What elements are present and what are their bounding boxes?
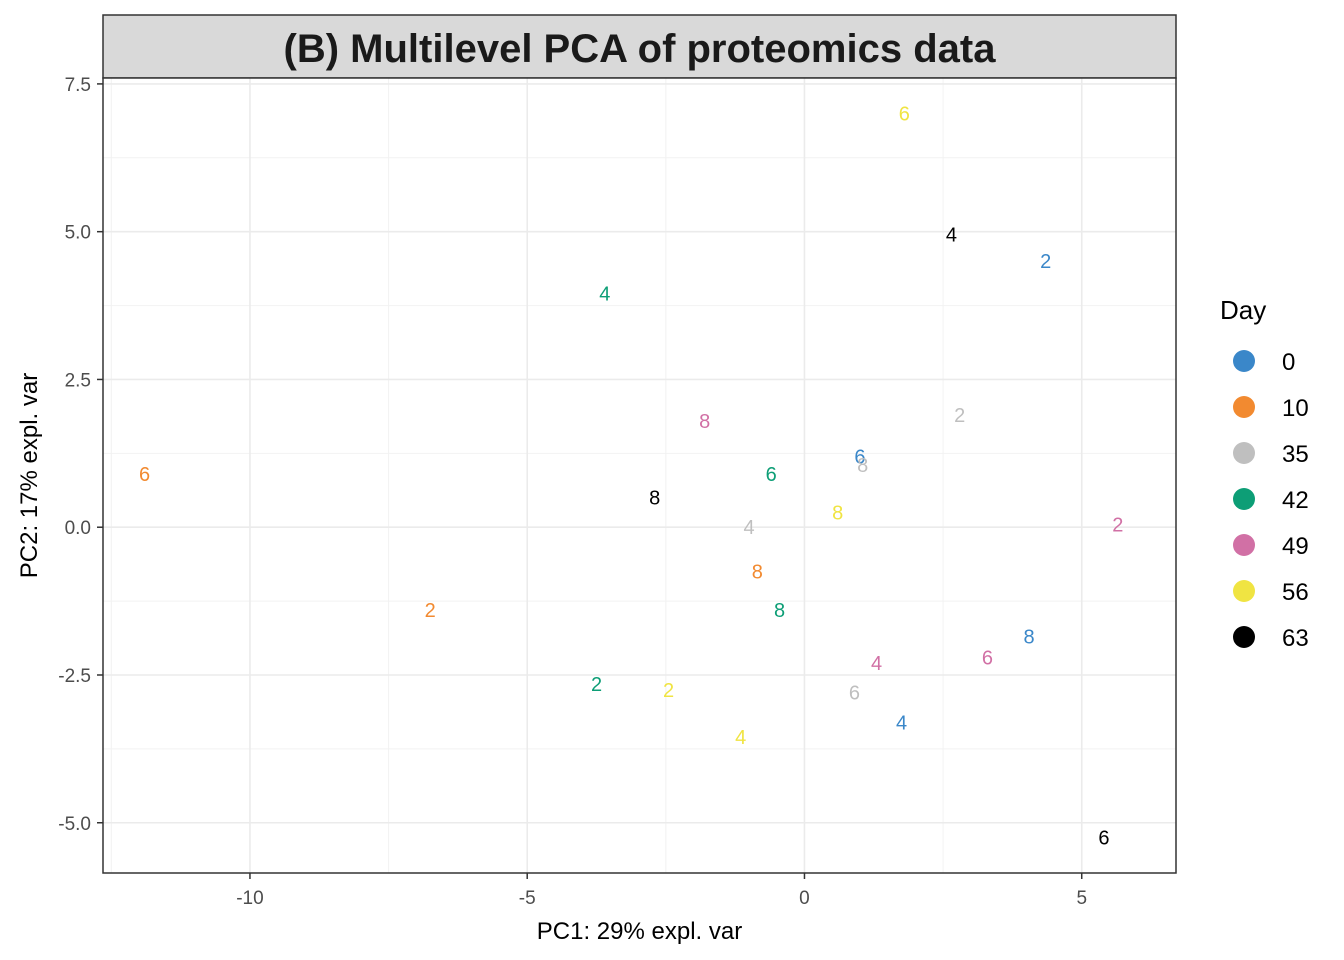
legend-key-dot <box>1233 442 1255 464</box>
data-point-label: 2 <box>663 680 674 702</box>
data-point-label: 6 <box>854 446 865 468</box>
data-point-label: 2 <box>425 600 436 622</box>
data-point-label: 4 <box>946 225 957 247</box>
plot-panel-background <box>103 78 1176 873</box>
data-point-label: 6 <box>899 103 910 125</box>
x-axis: -10 -5 0 5 <box>236 873 1087 909</box>
legend-item-label: 0 <box>1282 349 1295 376</box>
data-point-label: 8 <box>1023 627 1034 649</box>
plot-panel-border <box>102 77 1177 874</box>
data-point-label: 6 <box>849 683 860 705</box>
legend-key-dot <box>1233 626 1255 648</box>
legend-key-dot <box>1233 534 1255 556</box>
data-point-label: 8 <box>857 455 868 477</box>
data-point-label: 8 <box>699 411 710 433</box>
data-point-label: 4 <box>735 727 746 749</box>
minor-gridlines <box>103 78 1176 873</box>
data-point-label: 2 <box>1040 251 1051 273</box>
data-point-label: 4 <box>871 653 882 675</box>
legend: Day 0 10 35 42 49 56 63 <box>1220 295 1309 652</box>
data-point-label: 6 <box>139 464 150 486</box>
data-point-label: 4 <box>896 712 907 734</box>
legend-items: 0 10 35 42 49 56 63 <box>1233 349 1309 652</box>
title-strip: (B) Multilevel PCA of proteomics data <box>102 14 1177 79</box>
legend-key-dot <box>1233 488 1255 510</box>
legend-item-label: 49 <box>1282 533 1309 560</box>
legend-key-dot <box>1233 396 1255 418</box>
y-tick-label: -2.5 <box>58 666 91 687</box>
y-axis-title: PC2: 17% expl. var <box>16 373 43 578</box>
x-tick-label: -10 <box>236 888 263 909</box>
y-tick-label: 7.5 <box>65 75 91 96</box>
legend-key-dot <box>1233 350 1255 372</box>
x-tick-label: -5 <box>519 888 536 909</box>
title-strip-background <box>102 14 1177 79</box>
data-point-label: 6 <box>1098 828 1109 850</box>
x-tick-label: 5 <box>1076 888 1087 909</box>
data-point-label: 4 <box>743 517 754 539</box>
major-gridlines <box>103 78 1176 873</box>
data-point-label: 8 <box>832 502 843 524</box>
data-point-label: 2 <box>954 405 965 427</box>
chart-title: (B) Multilevel PCA of proteomics data <box>284 27 997 71</box>
data-point-label: 4 <box>599 284 610 306</box>
data-point-label: 2 <box>1112 514 1123 536</box>
legend-item-label: 35 <box>1282 441 1309 468</box>
data-point-label: 8 <box>649 488 660 510</box>
legend-item-label: 63 <box>1282 625 1309 652</box>
legend-item-label: 56 <box>1282 579 1309 606</box>
data-point-label: 2 <box>591 674 602 696</box>
data-point-label: 6 <box>766 464 777 486</box>
data-point-label: 8 <box>752 562 763 584</box>
legend-key-dot <box>1233 580 1255 602</box>
y-tick-label: 0.0 <box>65 518 91 539</box>
y-axis: -5.0 -2.5 0.0 2.5 5.0 7.5 <box>58 75 103 835</box>
data-point-label: 6 <box>982 647 993 669</box>
y-tick-label: 5.0 <box>65 223 91 244</box>
y-tick-label: -5.0 <box>58 814 91 835</box>
data-point-label: 8 <box>774 600 785 622</box>
x-tick-label: 0 <box>799 888 810 909</box>
x-axis-title: PC1: 29% expl. var <box>537 918 742 945</box>
legend-item-label: 10 <box>1282 395 1309 422</box>
y-tick-label: 2.5 <box>65 370 91 391</box>
legend-title: Day <box>1220 295 1266 325</box>
legend-item-label: 42 <box>1282 487 1309 514</box>
